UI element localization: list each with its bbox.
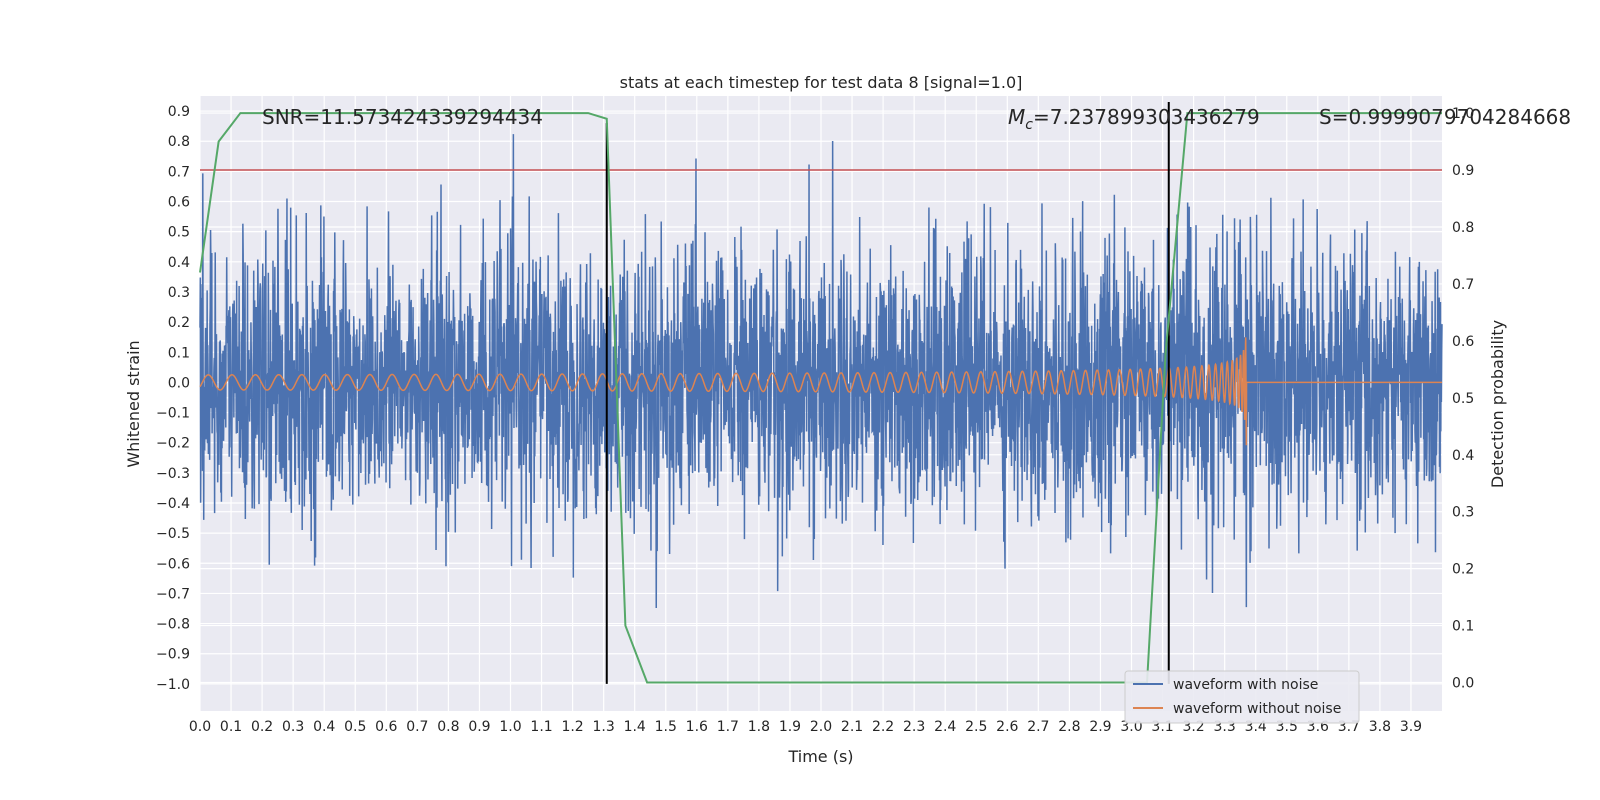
x-tick-label: 2.7: [1027, 719, 1049, 735]
y-tick-label: −1.0: [156, 677, 190, 693]
y-tick-label: −0.2: [156, 436, 190, 452]
y-tick-label: −0.5: [156, 526, 190, 542]
chart-title: stats at each timestep for test data 8 […: [620, 73, 1023, 92]
overlays: [199, 102, 1442, 684]
x-tick-label: 2.3: [903, 719, 925, 735]
y2-tick-label: 0.3: [1452, 505, 1474, 521]
y-tick-label: 0.0: [168, 375, 190, 391]
x-tick-label: 1.3: [593, 719, 615, 735]
y-tick-label: −0.3: [156, 466, 190, 482]
chirp-mass-annotation: Mc=7.237899303436279: [1008, 105, 1260, 133]
x-tick-label: 2.5: [965, 719, 987, 735]
y-tick-label: 0.5: [168, 225, 190, 241]
x-tick-label: 1.6: [686, 719, 708, 735]
x-tick-label: 3.8: [1369, 719, 1391, 735]
y2-tick-label: 0.0: [1452, 676, 1474, 692]
x-tick-label: 0.8: [437, 719, 459, 735]
x-tick-label: 0.5: [344, 719, 366, 735]
legend: waveform with noise waveform without noi…: [1124, 670, 1360, 724]
snr-annotation: SNR=11.573424339294434: [262, 105, 543, 129]
y-tick-label: −0.4: [156, 496, 190, 512]
x-tick-label: 1.9: [779, 719, 801, 735]
y-tick-label: −0.6: [156, 556, 190, 572]
y2-tick-label: 0.4: [1452, 448, 1474, 464]
x-axis-label: Time (s): [787, 747, 853, 766]
x-tick-label: 3.9: [1400, 719, 1422, 735]
x-tick-label: 2.8: [1058, 719, 1080, 735]
y-tick-label: 0.7: [168, 164, 190, 180]
y2-tick-label: 0.1: [1452, 619, 1474, 635]
x-tick-label: 0.4: [313, 719, 335, 735]
x-tick-label: 1.1: [530, 719, 552, 735]
x-tick-label: 1.2: [561, 719, 583, 735]
y-tick-label: 0.4: [168, 255, 190, 271]
legend-box: [1124, 670, 1360, 724]
score-annotation: S=0.9999079704284668: [1319, 105, 1571, 129]
clean-waveform-line: [199, 337, 1442, 446]
y-tick-label: −0.1: [156, 406, 190, 422]
x-tick-label: 1.0: [499, 719, 521, 735]
x-tick-label: 1.7: [717, 719, 739, 735]
y2-tick-label: 0.6: [1452, 334, 1474, 350]
y2-tick-label: 0.8: [1452, 220, 1474, 236]
y2-axis-label: Detection probability: [1488, 320, 1507, 488]
x-tick-label: 1.5: [655, 719, 677, 735]
y-tick-label: −0.7: [156, 586, 190, 602]
y-axis-label: Whitened strain: [124, 340, 143, 467]
clean-waveform-series: [199, 337, 1442, 446]
y2-tick-label: 0.2: [1452, 562, 1474, 578]
y-tick-label: −0.8: [156, 617, 190, 633]
x-tick-label: 1.8: [748, 719, 770, 735]
chirp-mass-value: =7.237899303436279: [1033, 105, 1260, 129]
noisy-waveform-series: [199, 134, 1443, 609]
x-tick-label: 0.3: [282, 719, 304, 735]
y2-tick-label: 1.0: [1452, 106, 1474, 122]
y-tick-label: 0.8: [168, 134, 190, 150]
y-tick-label: −0.9: [156, 647, 190, 663]
x-tick-label: 0.6: [375, 719, 397, 735]
legend-noisy-label: waveform with noise: [1173, 677, 1318, 693]
detection-probability-line: [199, 112, 1442, 684]
y2-tick-label: 0.9: [1452, 163, 1474, 179]
x-tick-label: 2.4: [934, 719, 956, 735]
y-tick-label: 0.2: [168, 315, 190, 331]
x-tick-label: 2.9: [1089, 719, 1111, 735]
x-tick-label: 0.9: [468, 719, 490, 735]
y-tick-label: 0.6: [168, 195, 190, 211]
y-tick-label: 0.3: [168, 285, 190, 301]
chirp-mass-subscript: c: [1025, 117, 1033, 133]
x-tick-label: 0.0: [189, 719, 211, 735]
y-tick-label: 0.1: [168, 345, 190, 361]
chirp-mass-symbol: M: [1008, 105, 1025, 129]
y2-tick-label: 0.7: [1452, 277, 1474, 293]
x-tick-label: 2.1: [841, 719, 863, 735]
noisy-waveform-line: [199, 134, 1443, 609]
x-tick-label: 2.6: [996, 719, 1018, 735]
x-tick-label: 1.4: [624, 719, 646, 735]
x-tick-label: 2.2: [872, 719, 894, 735]
x-tick-label: 0.2: [251, 719, 273, 735]
y2-tick-label: 0.5: [1452, 391, 1474, 407]
x-tick-label: 0.7: [406, 719, 428, 735]
x-tick-label: 2.0: [810, 719, 832, 735]
legend-clean-label: waveform without noise: [1173, 701, 1341, 717]
x-tick-label: 0.1: [220, 719, 242, 735]
y-tick-label: 0.9: [168, 104, 190, 120]
